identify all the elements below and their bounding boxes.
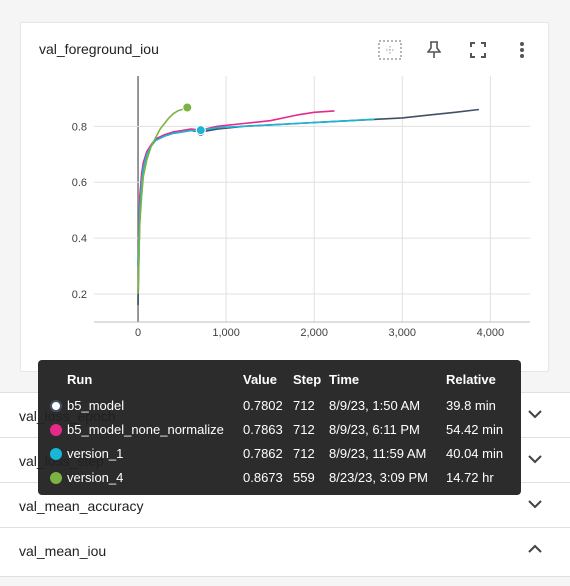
fit-domain-icon[interactable] xyxy=(377,37,403,63)
tooltip-relative: 14.72 hr xyxy=(446,470,494,485)
tooltip-value: 0.7802 xyxy=(243,398,283,413)
x-tick-label: 0 xyxy=(135,327,141,339)
tooltip-run-name: b5_model xyxy=(67,398,125,413)
y-tick-label: 0.2 xyxy=(72,289,87,301)
series-line-version-4 xyxy=(137,106,188,295)
chart-title: val_foreground_iou xyxy=(39,41,159,57)
chart-card: val_foreground_iou xyxy=(20,22,549,372)
section-label: val_mean_accuracy xyxy=(19,498,144,514)
tooltip-value: 0.8673 xyxy=(243,470,283,485)
tooltip-header-time: Time xyxy=(329,372,360,387)
tooltip-step: 712 xyxy=(293,422,315,437)
tooltip-run-name: version_4 xyxy=(67,470,124,485)
hover-marker-version-1 xyxy=(195,125,206,136)
series-line-version-1 xyxy=(137,118,375,267)
section-val-mean-iou[interactable]: val_mean_iou xyxy=(0,527,570,577)
line-chart[interactable]: 0 1,000 2,000 3,000 4,000 0.2 0.4 0.6 0.8 xyxy=(0,0,570,372)
tooltip-time: 8/9/23, 1:50 AM xyxy=(329,398,421,413)
chevron-up-icon[interactable] xyxy=(526,540,544,558)
run-tooltip: Run Value Step Time Relative b5_model 0.7… xyxy=(38,360,521,495)
run-color-swatch xyxy=(50,424,62,436)
pin-icon[interactable] xyxy=(421,37,447,63)
chevron-down-icon[interactable] xyxy=(526,450,544,468)
run-color-swatch xyxy=(50,472,62,484)
chevron-down-icon[interactable] xyxy=(526,405,544,423)
tooltip-value: 0.7863 xyxy=(243,422,283,437)
tooltip-step: 712 xyxy=(293,446,315,461)
tooltip-header-value: Value xyxy=(243,372,277,387)
tooltip-header-relative: Relative xyxy=(446,372,496,387)
tooltip-step: 712 xyxy=(293,398,315,413)
y-tick-label: 0.6 xyxy=(72,177,87,189)
chevron-down-icon[interactable] xyxy=(526,495,544,513)
more-vert-icon[interactable] xyxy=(509,37,535,63)
tooltip-header-step: Step xyxy=(293,372,322,387)
x-tick-label: 2,000 xyxy=(300,327,328,339)
x-tick-label: 3,000 xyxy=(389,327,417,339)
run-color-swatch xyxy=(50,448,62,460)
fullscreen-icon[interactable] xyxy=(465,37,491,63)
series-line-b5-model-none-normalize xyxy=(137,110,335,267)
tooltip-relative: 40.04 min xyxy=(446,446,504,461)
hover-marker-version-4 xyxy=(182,102,193,113)
tooltip-time: 8/9/23, 6:11 PM xyxy=(329,422,420,437)
tooltip-value: 0.7862 xyxy=(243,446,283,461)
y-tick-label: 0.8 xyxy=(72,121,87,133)
tooltip-time: 8/23/23, 3:09 PM xyxy=(329,470,429,485)
tooltip-run-name: version_1 xyxy=(67,446,124,461)
tooltip-relative: 54.42 min xyxy=(446,422,504,437)
tooltip-relative: 39.8 min xyxy=(446,398,496,413)
series-line-b5-model xyxy=(137,108,479,306)
tooltip-run-name: b5_model_none_normalize xyxy=(67,422,224,437)
x-tick-label: 1,000 xyxy=(212,327,240,339)
tooltip-header-run: Run xyxy=(67,372,93,387)
x-tick-label: 4,000 xyxy=(477,327,505,339)
run-color-swatch xyxy=(50,400,62,412)
tooltip-time: 8/9/23, 11:59 AM xyxy=(329,446,427,461)
section-label: val_mean_iou xyxy=(19,543,107,559)
y-tick-label: 0.4 xyxy=(72,233,87,245)
tooltip-step: 559 xyxy=(293,470,315,485)
